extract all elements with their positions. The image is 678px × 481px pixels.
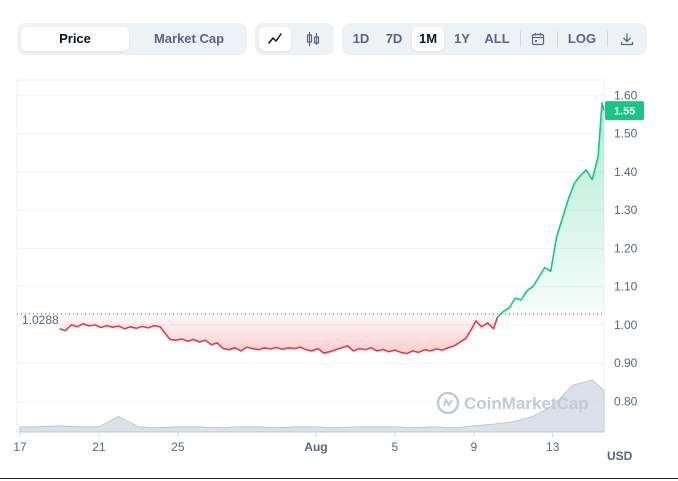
calendar-icon[interactable] [524,27,552,51]
download-icon[interactable] [612,27,642,51]
price-lines [59,102,605,355]
line-chart-icon[interactable] [259,27,291,51]
range-1y[interactable]: 1Y [454,31,470,46]
x-tick-label: Aug [304,440,327,454]
last-price-badge-bg [605,101,644,121]
x-tick-label: 21 [92,440,106,454]
y-tick-label: 1.10 [614,280,638,294]
tab-price[interactable]: Price [21,27,129,51]
y-tick-label: 1.60 [614,88,638,102]
range-1d[interactable]: 1D [352,31,370,46]
plot-frame [16,79,605,433]
series-fill [497,103,604,318]
y-tick-label: 0.90 [614,356,638,370]
divider [557,31,558,47]
last-price-badge: 1.55 [605,101,644,121]
last-price-label: 1.55 [614,106,635,118]
watermark-text: CoinMarketCap [464,394,589,413]
baseline: 1.0288 [17,313,604,327]
watermark: CoinMarketCap [436,391,589,415]
y-tick-label: 1.50 [614,127,638,141]
candlestick-icon[interactable] [297,27,329,51]
tab-market-cap[interactable]: Market Cap [153,31,225,46]
x-tick-label: 25 [171,440,185,454]
series-line [59,316,499,355]
view-tab-group: Price Market Cap [17,23,247,55]
gridlines [17,94,604,402]
range-7d[interactable]: 7D [385,31,403,46]
x-axis: 17 21 25 Aug 5 9 13 [13,432,560,454]
plot-border [16,79,605,433]
x-tick-label: 13 [546,440,560,454]
y-tick-label: 1.20 [614,241,638,255]
log-scale-toggle[interactable]: LOG [567,31,597,46]
y-tick-label: 1.00 [614,318,638,332]
x-tick-label: 9 [470,440,477,454]
baseline-label: 1.0288 [22,313,59,327]
y-tick-label: 1.30 [614,203,638,217]
coinmarketcap-logo-icon [436,391,460,415]
series-fill [59,313,498,354]
currency-label: USD [607,449,633,463]
divider [520,31,521,47]
y-tick-label: 1.40 [614,165,638,179]
range-all[interactable]: ALL [484,31,510,46]
series-line [496,102,605,318]
bottom-border [0,478,678,479]
y-tick-label: 0.80 [614,394,638,408]
volume-area [19,379,605,433]
y-axis: 1.60 1.50 1.40 1.30 1.20 1.10 1.00 0.90 0.80 [614,88,638,408]
range-1m[interactable]: 1M [412,27,444,51]
divider [607,31,608,47]
x-tick-label: 5 [392,440,399,454]
x-tick-label: 17 [13,440,27,454]
volume-shape [19,379,605,433]
chart-type-group [255,23,334,55]
range-group: 1D 7D 1M 1Y ALL LOG [342,23,647,55]
area-fills [59,103,604,354]
